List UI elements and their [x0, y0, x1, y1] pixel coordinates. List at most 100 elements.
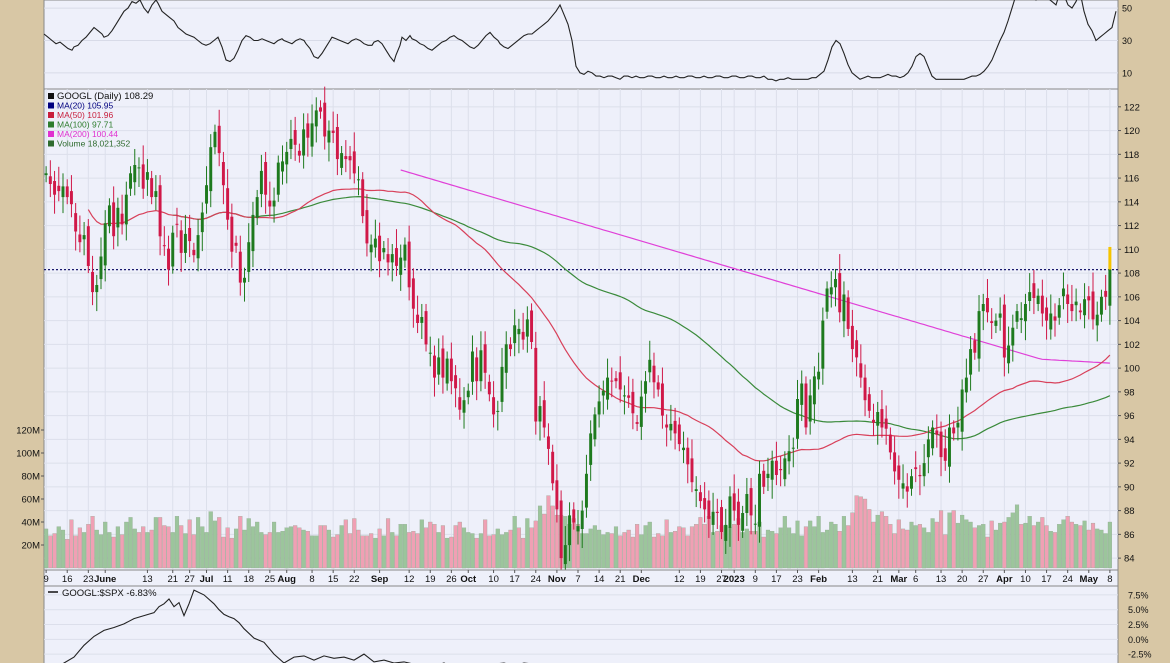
volume-bar	[234, 528, 239, 569]
volume-tick-label: 60M	[22, 495, 41, 506]
candle-body	[977, 311, 981, 359]
volume-bar	[145, 532, 150, 569]
volume-bar	[60, 529, 66, 569]
volume-bar	[187, 519, 192, 569]
candle-body	[635, 422, 639, 424]
volume-bar	[673, 531, 678, 569]
volume-bar	[1090, 522, 1096, 569]
candle-body	[449, 358, 453, 382]
volume-bar	[643, 525, 648, 569]
candle-body	[188, 228, 192, 242]
volume-bar	[609, 533, 614, 569]
candle-body	[230, 216, 234, 252]
candle-body	[470, 351, 474, 382]
candle-body	[167, 248, 170, 270]
candle-body	[606, 377, 610, 400]
volume-bar	[981, 524, 986, 569]
x-tick-label: Sep	[371, 574, 389, 585]
indicator-y-axis: 50 30 10	[1122, 4, 1132, 79]
candle-body	[386, 254, 390, 263]
candle-body	[842, 294, 846, 322]
volume-bar	[782, 516, 787, 569]
candle-body	[361, 179, 365, 217]
volume-bar	[863, 498, 868, 569]
volume-bar	[1086, 529, 1091, 569]
volume-bar	[483, 519, 488, 569]
x-tick-label: 15	[328, 574, 339, 585]
volume-bar	[1006, 517, 1011, 569]
volume-bar	[115, 526, 120, 569]
price-panel-background	[43, 88, 1119, 571]
legend-entry: GOOGL (Daily) 108.29	[57, 91, 153, 102]
volume-bar	[246, 518, 251, 569]
volume-tick-label: 40M	[22, 518, 41, 529]
volume-bar	[964, 519, 969, 569]
rs-grid	[44, 594, 1118, 655]
candle-body	[863, 377, 867, 401]
candle-body	[508, 344, 512, 350]
volume-bar	[512, 516, 517, 569]
candle-body	[660, 383, 664, 416]
price-y-tick-label: 114	[1124, 197, 1139, 208]
volume-bar	[343, 519, 348, 569]
candle-body	[576, 526, 580, 532]
candle-body	[926, 439, 930, 458]
volume-bar	[529, 527, 534, 569]
rs-y-tick-label: -2.5%	[1128, 650, 1152, 660]
candle-body	[698, 492, 702, 502]
volume-bar	[132, 528, 137, 569]
candle-body	[175, 223, 179, 225]
volume-bar	[554, 514, 559, 569]
volume-bar	[525, 518, 530, 569]
volume-bar	[660, 535, 665, 569]
candle-body	[580, 510, 584, 529]
volume-bar	[516, 527, 521, 569]
candle-body	[665, 424, 669, 428]
volume-bar	[373, 537, 378, 569]
candle-body	[538, 406, 542, 422]
volume-bar	[930, 518, 935, 569]
candle-body	[935, 430, 939, 435]
candle-body	[749, 488, 753, 516]
volume-bar	[778, 527, 783, 569]
legend-entry: MA(50) 101.96	[57, 110, 113, 120]
candle-body	[525, 319, 529, 337]
volume-bar	[597, 529, 602, 569]
volume-bar	[314, 535, 319, 569]
candle-body	[601, 390, 605, 396]
candle-body	[682, 447, 686, 451]
price-y-tick-label: 108	[1124, 269, 1140, 280]
price-y-tick-label: 86	[1124, 530, 1135, 541]
candle-body	[137, 167, 141, 169]
candle-body	[964, 377, 968, 393]
candle-body	[707, 500, 711, 519]
volume-bar	[487, 535, 492, 569]
volume-bar	[208, 511, 213, 569]
x-tick-label: 17	[509, 574, 520, 585]
legend-entry: MA(20) 105.95	[57, 101, 113, 111]
candle-body	[420, 317, 424, 323]
volume-bar	[791, 533, 796, 569]
candle-body	[103, 223, 107, 266]
candle-body	[690, 458, 694, 483]
candle-body	[791, 447, 795, 449]
candle-body	[736, 501, 740, 525]
candle-body	[226, 188, 230, 220]
candle-body	[639, 396, 643, 427]
candle-body	[458, 397, 462, 410]
candle-body	[985, 298, 989, 313]
volume-bar	[111, 536, 116, 569]
x-tick-label: 23	[83, 574, 94, 585]
volume-bar	[440, 525, 445, 569]
candle-body	[973, 340, 977, 353]
candlesticks	[44, 86, 1112, 578]
candle-body	[593, 414, 597, 440]
x-tick-label: 17	[1041, 574, 1052, 585]
candle-body	[238, 251, 242, 283]
candle-body	[365, 210, 369, 244]
volume-bar	[280, 531, 285, 569]
indicator-series-line	[43, 0, 1117, 82]
candle-body	[462, 400, 466, 413]
candle-body	[812, 376, 816, 405]
